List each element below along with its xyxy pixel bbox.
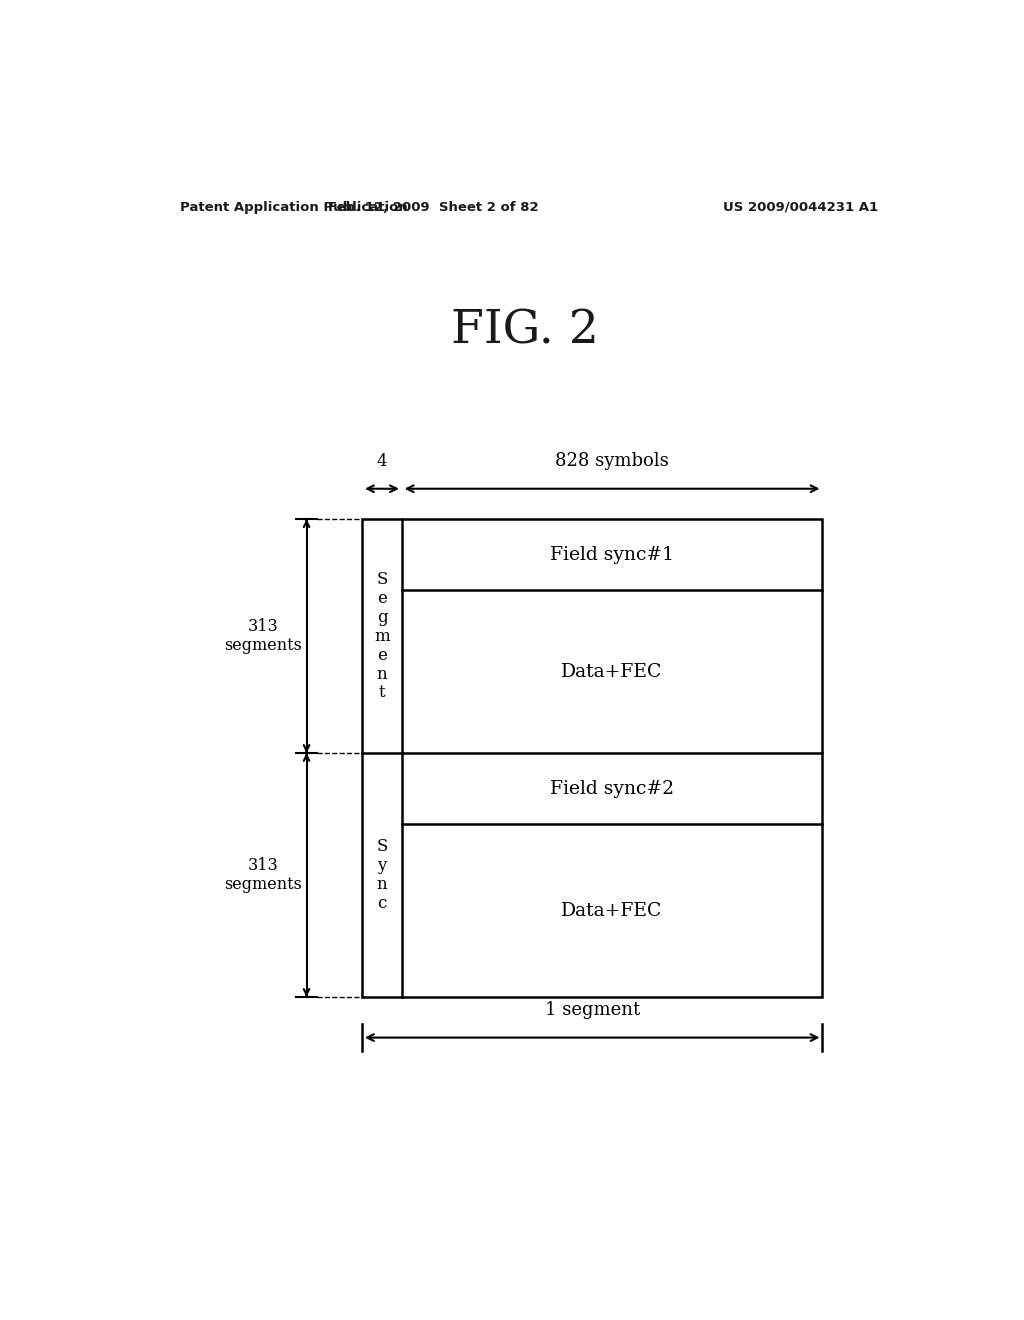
Text: Field sync#1: Field sync#1 xyxy=(550,545,674,564)
Bar xyxy=(362,519,822,997)
Text: S
y
n
c: S y n c xyxy=(376,838,388,912)
Text: FIG. 2: FIG. 2 xyxy=(451,309,599,354)
Text: S
e
g
m
e
n
t: S e g m e n t xyxy=(374,570,390,701)
Text: 1 segment: 1 segment xyxy=(545,1002,640,1019)
Text: 828 symbols: 828 symbols xyxy=(555,453,669,470)
Text: 313
segments: 313 segments xyxy=(224,857,302,894)
Text: 313
segments: 313 segments xyxy=(224,618,302,655)
Text: Field sync#2: Field sync#2 xyxy=(550,780,674,797)
Text: Patent Application Publication: Patent Application Publication xyxy=(179,201,408,214)
Text: Feb. 12, 2009  Sheet 2 of 82: Feb. 12, 2009 Sheet 2 of 82 xyxy=(329,201,539,214)
Text: US 2009/0044231 A1: US 2009/0044231 A1 xyxy=(723,201,879,214)
Text: 4: 4 xyxy=(377,454,387,470)
Text: Data+FEC: Data+FEC xyxy=(561,902,663,920)
Text: Data+FEC: Data+FEC xyxy=(561,663,663,681)
